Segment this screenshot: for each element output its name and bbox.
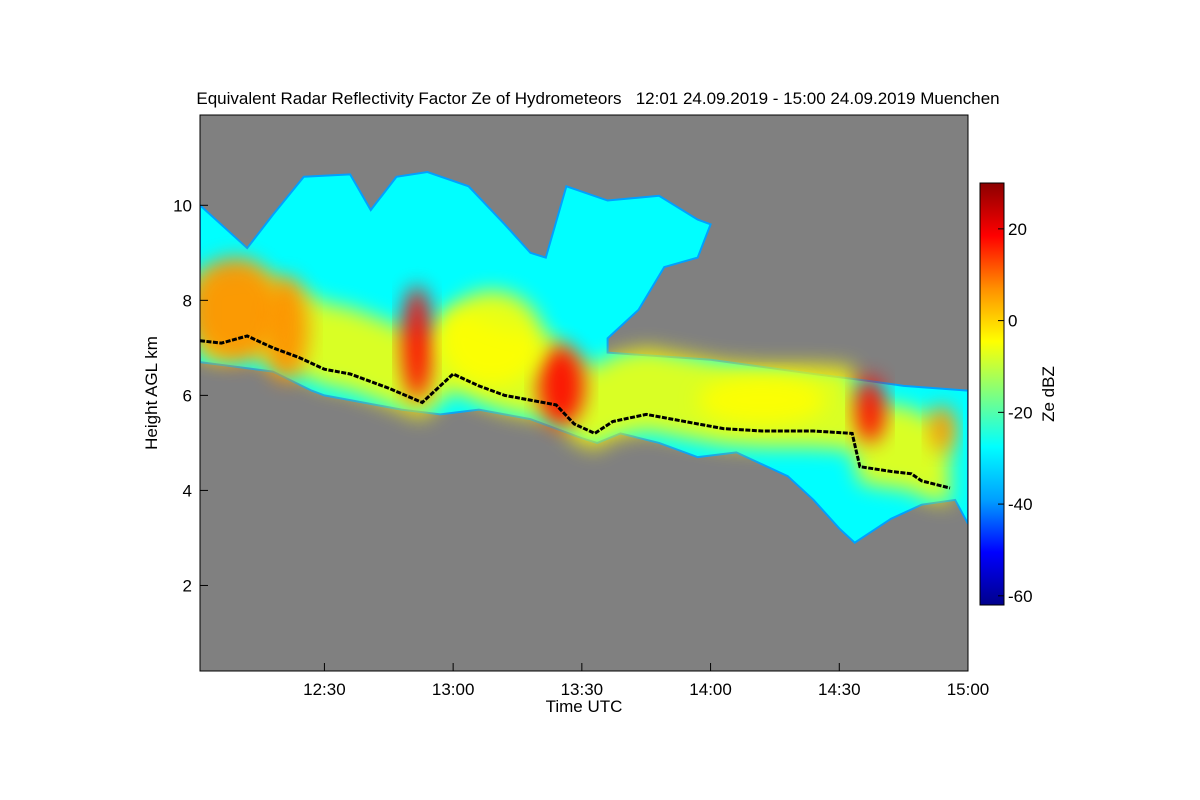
colorbar-tick: 0 xyxy=(998,312,1017,331)
x-tick-label: 13:00 xyxy=(432,680,475,699)
y-tick-label: 2 xyxy=(183,576,192,595)
colorbar-tick: -20 xyxy=(998,403,1033,422)
reflectivity-hotspot xyxy=(697,376,827,424)
x-tick-label: 14:30 xyxy=(818,680,861,699)
reflectivity-hotspot xyxy=(200,257,281,363)
y-tick: 8 xyxy=(183,291,208,310)
colorbar-tick-label: 20 xyxy=(1008,220,1027,239)
colorbar: 20 0 -20 -40 -60 Ze dBZ xyxy=(979,182,1058,606)
colorbar-tick-label: 0 xyxy=(1008,312,1017,331)
x-tick: 15:00 xyxy=(947,663,990,699)
plot-area xyxy=(199,114,969,672)
y-tick: 2 xyxy=(183,576,208,595)
cloud-echo xyxy=(200,170,968,544)
reflectivity-hotspot xyxy=(440,290,544,386)
y-axis-label: Height AGL km xyxy=(142,336,161,450)
colorbar-label: Ze dBZ xyxy=(1039,366,1058,422)
y-tick-label: 6 xyxy=(183,386,192,405)
colorbar-scale xyxy=(979,182,1005,606)
embedded-layer-line xyxy=(200,334,951,490)
colorbar-tick-label: -20 xyxy=(1008,403,1033,422)
colorbar-tick: -40 xyxy=(998,495,1033,514)
x-tick-label: 14:00 xyxy=(689,680,732,699)
x-tick-label: 15:00 xyxy=(947,680,990,699)
x-axis: 12:30 13:00 13:30 14:00 14:30 15:00 xyxy=(303,663,989,699)
colorbar-tick-label: -60 xyxy=(1008,587,1033,606)
reflectivity-hotspot xyxy=(854,376,886,443)
hotspot-layer xyxy=(200,257,956,453)
colorbar-tick-label: -40 xyxy=(1008,495,1033,514)
x-axis-label: Time UTC xyxy=(546,697,623,716)
embedded-layer-trace xyxy=(200,334,951,490)
reflectivity-hotspot xyxy=(929,404,956,453)
colorbar-tick: 20 xyxy=(998,220,1027,239)
chart-title: Equivalent Radar Reflectivity Factor Ze … xyxy=(196,89,999,108)
x-tick: 14:30 xyxy=(818,663,861,699)
x-tick: 14:00 xyxy=(689,663,732,699)
colorbar-tick: -60 xyxy=(998,587,1033,606)
x-tick: 13:00 xyxy=(432,663,475,699)
x-tick-label: 12:30 xyxy=(303,680,346,699)
plot-frame xyxy=(199,114,969,672)
y-tick-label: 10 xyxy=(173,196,192,215)
y-tick-label: 8 xyxy=(183,291,192,310)
y-tick: 6 xyxy=(183,386,208,405)
y-tick-label: 4 xyxy=(183,481,192,500)
reflectivity-hotspot xyxy=(538,345,585,427)
y-tick: 10 xyxy=(173,196,208,215)
y-tick: 4 xyxy=(183,481,208,500)
x-tick: 13:30 xyxy=(561,663,604,699)
x-tick: 12:30 xyxy=(303,663,346,699)
x-tick-label: 13:30 xyxy=(561,680,604,699)
y-axis: 2 4 6 8 10 xyxy=(173,196,208,595)
reflectivity-hotspot xyxy=(401,286,433,401)
